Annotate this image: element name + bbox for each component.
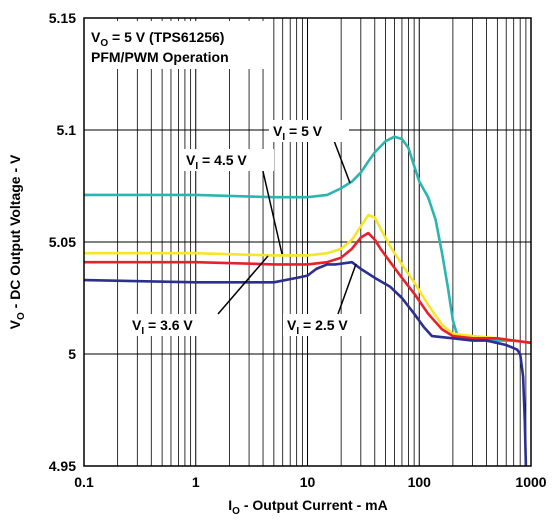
series-label: VI = 5 V <box>273 123 323 143</box>
y-tick-label: 5 <box>68 346 76 362</box>
callout-line <box>337 263 357 315</box>
label-background <box>283 314 371 336</box>
series-line <box>83 260 528 467</box>
series-label: VI = 2.5 V <box>287 317 348 337</box>
x-tick-label: 100 <box>408 474 432 490</box>
label-background <box>182 149 274 171</box>
label-background <box>269 120 349 142</box>
y-tick-label: 5.05 <box>49 234 76 250</box>
callout-line <box>217 255 269 315</box>
note-text: PFM/PWM Operation <box>91 49 229 65</box>
notes-block <box>87 21 269 69</box>
series-labels: VI = 5 V VI = 4.5 V VI = 3.6 V VI = 2.5 V <box>128 120 371 337</box>
x-tick-label: 1000 <box>515 474 546 490</box>
y-axis-title: VO - DC Output Voltage - V <box>7 154 27 329</box>
y-tick-labels: 4.95 5 5.05 5.1 5.15 <box>49 10 76 474</box>
notes: VO = 5 V (TPS61256)PFM/PWM Operation <box>91 29 229 65</box>
x-tick-label: 0.1 <box>74 474 94 490</box>
y-tick-label: 5.15 <box>49 10 76 26</box>
series-line <box>84 213 532 345</box>
plot-frame <box>83 17 532 467</box>
x-tick-label: 10 <box>300 474 316 490</box>
series-layer <box>83 135 532 467</box>
callout-line <box>332 137 351 184</box>
series-label: VI = 3.6 V <box>132 317 193 337</box>
callout-line <box>261 166 283 255</box>
x-tick-labels: 0.1 1 10 100 1000 <box>74 474 547 490</box>
y-tick-label: 5.1 <box>57 122 77 138</box>
label-background <box>128 314 214 336</box>
series-line <box>84 231 532 345</box>
x-axis-title: IO - Output Current - mA <box>228 497 387 517</box>
x-tick-label: 1 <box>192 474 200 490</box>
y-tick-label: 4.95 <box>49 458 76 474</box>
series-label: VI = 4.5 V <box>186 152 247 172</box>
note-text: VO = 5 V (TPS61256) <box>91 29 224 49</box>
notes-background <box>87 21 269 69</box>
